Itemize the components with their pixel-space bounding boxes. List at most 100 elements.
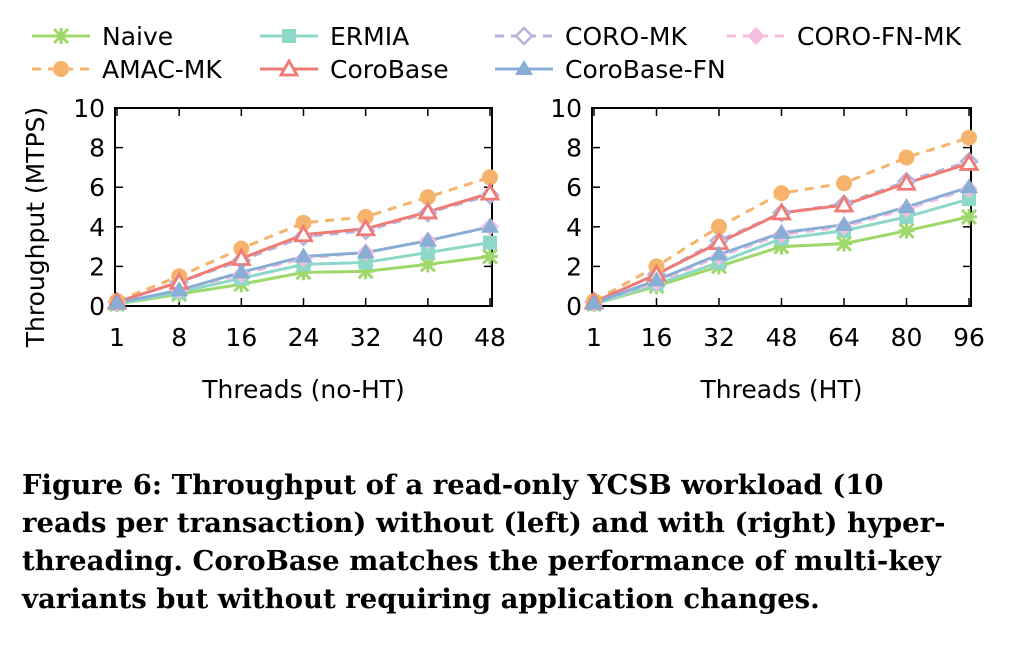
y-tick-label: 2 [566, 252, 582, 281]
legend: Naive ERMIA CORO-MK CORO-FN-MK AMAC-MK CoroBa… [32, 22, 962, 84]
data-point-naive [960, 208, 978, 225]
y-tick-label: 10 [73, 94, 105, 123]
legend-item: ERMIA [260, 22, 409, 51]
data-point-corobase [833, 194, 855, 213]
legend-label: Naive [102, 22, 173, 51]
x-tick-label: 80 [891, 323, 923, 352]
data-point-corobase-fn [170, 281, 189, 297]
data-point-corobase-fn [356, 243, 375, 259]
y-tick-label: 4 [89, 213, 105, 242]
data-point-corobase-fn [585, 294, 603, 310]
data-point-corobase-fn [418, 231, 437, 247]
data-point-corobase-fn [835, 215, 853, 231]
x-tick-label: 1 [586, 323, 602, 352]
data-point-amac-mk [898, 149, 915, 166]
x-tick-label: 16 [225, 323, 257, 352]
legend-marker [278, 58, 300, 77]
legend-item: Naive [32, 22, 173, 51]
data-point-amac-mk [961, 129, 977, 146]
data-point-corobase [771, 202, 792, 221]
data-point-amac-mk [419, 189, 436, 206]
legend-label: CoroBase-FN [565, 55, 726, 84]
legend-marker [52, 27, 70, 45]
x-tick-label: 1 [109, 323, 125, 352]
chart-panel-2: 0 2 4 6 8 10 1 16 32 48 64 80 96 Threads (HT) [550, 94, 985, 404]
legend-marker [515, 60, 533, 75]
data-point-corobase [896, 172, 917, 191]
data-point-corobase-fn [232, 263, 251, 279]
legend-marker [282, 29, 296, 43]
data-point-corobase-fn [108, 294, 126, 310]
data-point-corobase-fn [710, 245, 728, 261]
legend-item: CORO-FN-MK [727, 22, 962, 51]
y-tick-label: 4 [566, 213, 582, 242]
data-point-ermia [962, 192, 976, 207]
series-group [583, 129, 980, 313]
data-point-corobase [958, 152, 980, 171]
y-tick-label: 0 [89, 292, 105, 321]
y-axis-title: Throughput (MTPS) [21, 107, 50, 348]
data-point-corobase-fn [647, 271, 666, 287]
legend-item: AMAC-MK [32, 55, 222, 84]
x-tick-label: 48 [766, 323, 798, 352]
y-tick-label: 0 [566, 292, 582, 321]
data-point-amac-mk [773, 185, 790, 202]
legend-item: CoroBase-FN [495, 55, 726, 84]
legend-label: AMAC-MK [102, 55, 222, 84]
legend-label: ERMIA [330, 22, 409, 51]
legend-item: CORO-MK [495, 22, 687, 51]
x-tick-label: 32 [350, 323, 382, 352]
y-tick-label: 6 [89, 173, 105, 202]
legend-label: CoroBase [330, 55, 449, 84]
data-point-naive [835, 235, 853, 252]
legend-marker [514, 26, 534, 46]
series-group [106, 169, 501, 313]
data-point-naive [898, 222, 915, 239]
x-tick-label: 8 [171, 323, 187, 352]
data-point-amac-mk [295, 214, 312, 231]
data-point-ermia [358, 255, 373, 270]
caption-line-3: threading. CoroBase matches the performa… [22, 545, 941, 577]
y-tick-label: 8 [89, 134, 105, 163]
caption-line-4: variants but without requiring applicati… [22, 583, 820, 615]
legend-item: CoroBase [260, 55, 449, 84]
data-point-amac-mk [711, 218, 727, 235]
data-point-corobase-fn [772, 223, 791, 239]
figure-caption: Figure 6: Throughput of a read-only YCSB… [22, 466, 1002, 618]
data-point-corobase [355, 217, 377, 237]
data-point-amac-mk [357, 208, 374, 225]
x-tick-label: 64 [828, 323, 860, 352]
data-point-ermia [483, 235, 497, 250]
legend-marker [747, 27, 765, 45]
legend-label: CORO-FN-MK [797, 22, 962, 51]
data-point-naive [419, 256, 436, 273]
data-point-naive [481, 248, 499, 265]
data-point-corobase-fn [960, 178, 978, 194]
legend-label: CORO-MK [565, 22, 687, 51]
x-axis-title: Threads (no-HT) [201, 375, 405, 404]
y-tick-label: 6 [566, 173, 582, 202]
x-tick-label: 48 [474, 323, 506, 352]
x-axis-title: Threads (HT) [700, 375, 863, 404]
x-tick-label: 32 [703, 323, 735, 352]
x-tick-label: 16 [641, 323, 673, 352]
caption-line-2: reads per transaction) without (left) an… [22, 507, 946, 539]
figure: Naive ERMIA CORO-MK CORO-FN-MK AMAC-MK CoroBa… [21, 22, 985, 404]
y-tick-label: 2 [89, 252, 105, 281]
caption-line-1: Figure 6: Throughput of a read-only YCSB… [22, 469, 884, 501]
data-point-corobase [479, 182, 501, 201]
data-point-corobase [417, 201, 439, 220]
y-tick-label: 8 [566, 134, 582, 163]
data-point-corobase [293, 223, 314, 243]
data-point-corobase-fn [897, 198, 916, 213]
x-tick-label: 40 [412, 323, 444, 352]
data-point-corobase-fn [481, 217, 499, 233]
data-point-amac-mk [482, 169, 498, 186]
data-point-amac-mk [836, 175, 852, 192]
figure-svg: Naive ERMIA CORO-MK CORO-FN-MK AMAC-MK CoroBa… [21, 22, 985, 404]
x-tick-label: 96 [953, 323, 985, 352]
y-tick-label: 10 [550, 94, 582, 123]
legend-marker [53, 61, 69, 77]
data-point-corobase-fn [294, 247, 313, 263]
